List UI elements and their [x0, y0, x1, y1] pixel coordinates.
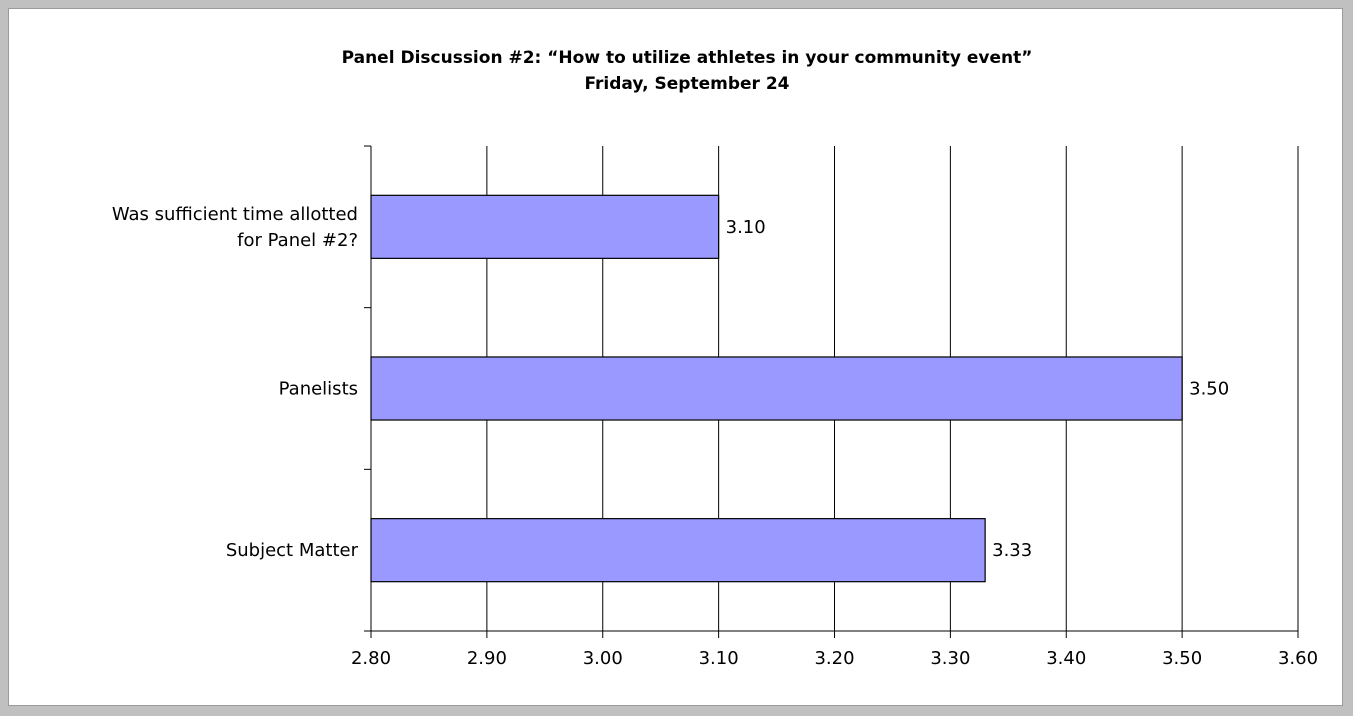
x-tick-label: 2.80 — [351, 648, 391, 669]
x-tick-label: 3.10 — [699, 648, 739, 669]
category-label: Subject Matter — [226, 540, 359, 561]
x-tick-label: 2.90 — [467, 648, 507, 669]
data-label: 3.33 — [992, 540, 1032, 561]
bar-chart: Panel Discussion #2: “How to utilize ath… — [112, 48, 1318, 669]
bar — [370, 518, 986, 583]
x-tick-label: 3.40 — [1046, 648, 1086, 669]
x-tick-label: 3.20 — [814, 648, 854, 669]
category-label-line: Was sufficient time allotted — [112, 204, 358, 225]
category-label-line: Panelists — [279, 379, 358, 400]
chart-frame: Panel Discussion #2: “How to utilize ath… — [8, 8, 1343, 706]
bars — [370, 194, 1183, 583]
category-label: Panelists — [279, 379, 358, 400]
chart-title: Panel Discussion #2: “How to utilize ath… — [342, 48, 1033, 68]
category-label: Was sufficient time allotted for Panel #2… — [112, 204, 358, 251]
category-label-line: Subject Matter — [226, 540, 359, 561]
x-tick-label: 3.30 — [930, 648, 970, 669]
bar — [370, 356, 1183, 421]
x-tick-label: 3.00 — [583, 648, 623, 669]
x-tick-label: 3.50 — [1162, 648, 1202, 669]
bar — [370, 194, 720, 259]
data-label: 3.10 — [726, 217, 766, 238]
chart-subtitle: Friday, September 24 — [585, 74, 790, 94]
category-label-line: for Panel #2? — [237, 230, 358, 251]
x-tick-label: 3.60 — [1278, 648, 1318, 669]
data-label: 3.50 — [1189, 379, 1229, 400]
labels: 2.80 2.90 3.00 3.10 3.20 3.30 3.40 3.50 3.60 3.10… — [112, 204, 1318, 669]
